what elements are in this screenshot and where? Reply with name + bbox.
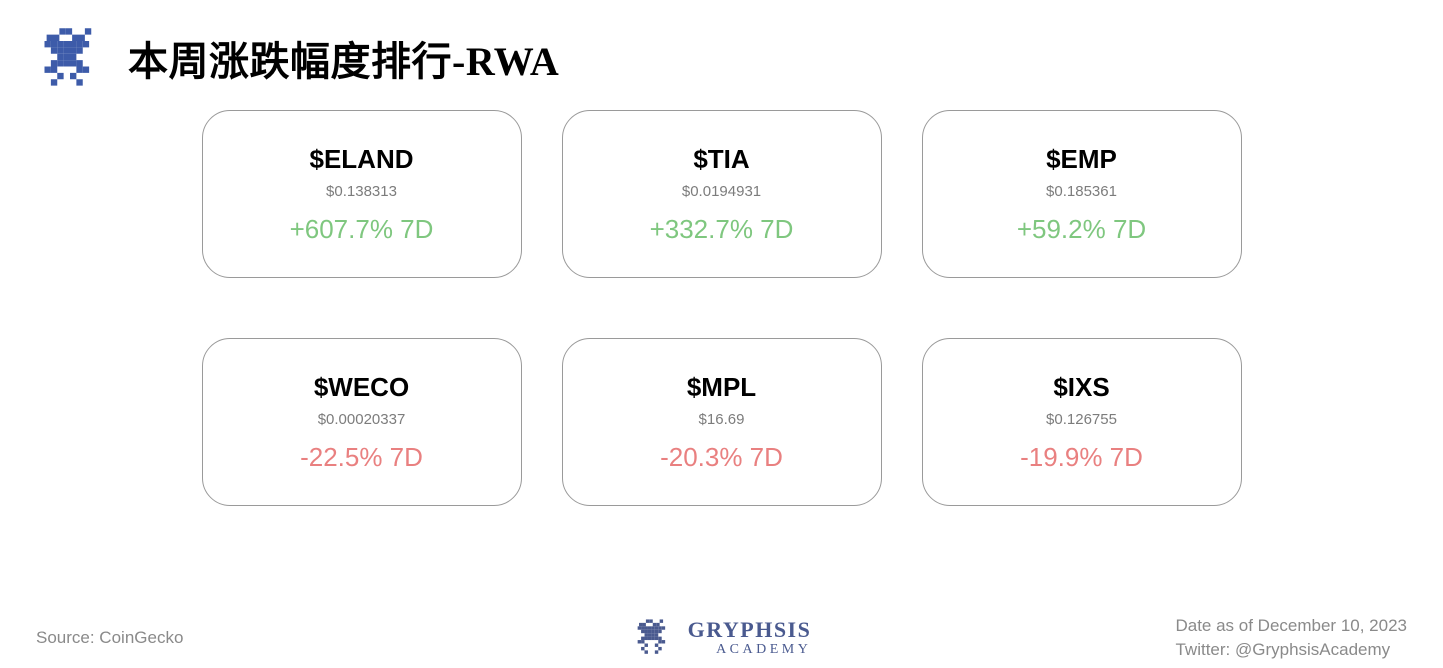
date-line: Date as of December 10, 2023	[1175, 616, 1407, 636]
token-price: $0.0194931	[682, 183, 761, 200]
token-card: $ELAND $0.138313 +607.7% 7D	[202, 110, 522, 278]
footer: Source: CoinGecko	[0, 608, 1443, 668]
token-symbol: $MPL	[687, 372, 756, 403]
source-label: Source: CoinGecko	[36, 628, 183, 648]
token-symbol: $ELAND	[309, 144, 413, 175]
brand-block: GRYPHSIS ACADEMY	[632, 616, 812, 660]
page-title: 本周涨跌幅度排行-RWA	[128, 29, 559, 87]
token-card: $MPL $16.69 -20.3% 7D	[562, 338, 882, 506]
brand-subtitle: ACADEMY	[688, 643, 812, 657]
token-card: $EMP $0.185361 +59.2% 7D	[922, 110, 1242, 278]
footer-meta: Date as of December 10, 2023 Twitter: @G…	[1175, 616, 1407, 660]
token-change: +332.7% 7D	[650, 214, 794, 245]
gryphon-logo-icon	[36, 24, 104, 92]
twitter-line: Twitter: @GryphsisAcademy	[1175, 640, 1407, 660]
gryphon-brand-icon	[632, 616, 676, 660]
token-change: -20.3% 7D	[660, 442, 783, 473]
token-card: $TIA $0.0194931 +332.7% 7D	[562, 110, 882, 278]
token-symbol: $TIA	[693, 144, 749, 175]
token-symbol: $WECO	[314, 372, 409, 403]
token-price: $0.00020337	[318, 411, 406, 428]
token-change: -19.9% 7D	[1020, 442, 1143, 473]
token-price: $0.185361	[1046, 183, 1117, 200]
token-price: $0.126755	[1046, 411, 1117, 428]
token-change: +607.7% 7D	[290, 214, 434, 245]
brand-name: GRYPHSIS	[688, 619, 812, 641]
token-price: $16.69	[699, 411, 745, 428]
token-change: +59.2% 7D	[1017, 214, 1146, 245]
token-card: $WECO $0.00020337 -22.5% 7D	[202, 338, 522, 506]
token-card: $IXS $0.126755 -19.9% 7D	[922, 338, 1242, 506]
brand-text: GRYPHSIS ACADEMY	[688, 619, 812, 657]
header: 本周涨跌幅度排行-RWA	[0, 0, 1443, 92]
token-symbol: $IXS	[1053, 372, 1109, 403]
token-symbol: $EMP	[1046, 144, 1117, 175]
ranking-grid: $ELAND $0.138313 +607.7% 7D $TIA $0.0194…	[0, 110, 1443, 506]
token-price: $0.138313	[326, 183, 397, 200]
token-change: -22.5% 7D	[300, 442, 423, 473]
